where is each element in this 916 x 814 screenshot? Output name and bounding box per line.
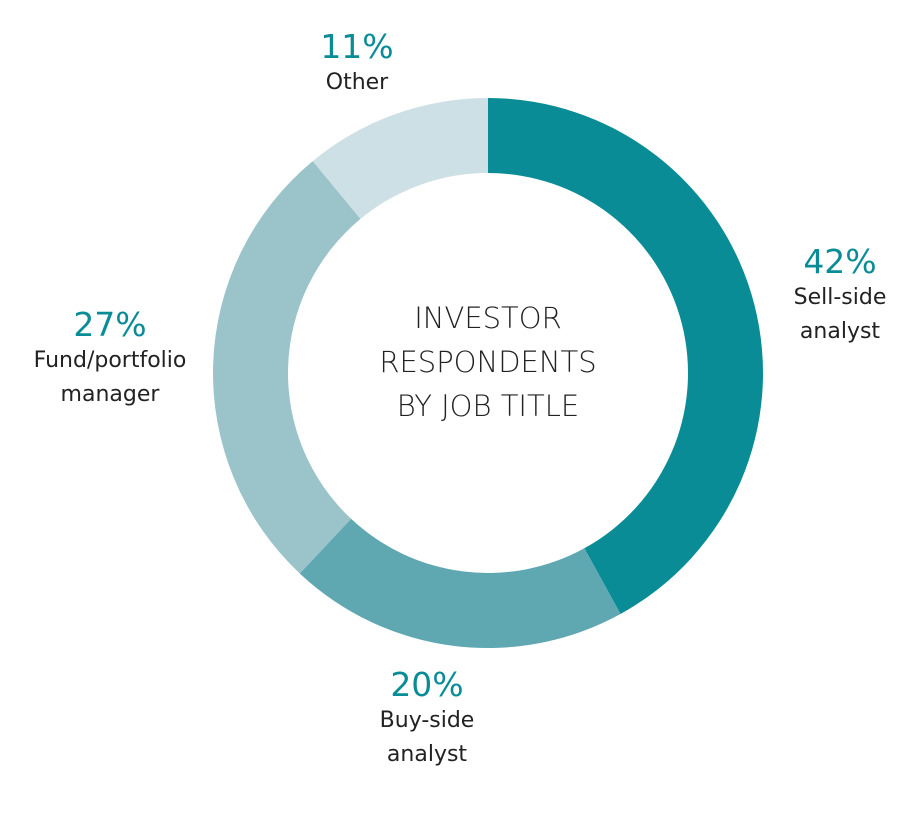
category-label: Sell-side analyst [793, 285, 887, 344]
category-label: Buy-side analyst [379, 708, 475, 767]
slice-label: 20% Buy-side analyst [367, 666, 487, 772]
donut-slice [213, 161, 361, 574]
donut-slice [488, 98, 763, 614]
chart-title: INVESTOR RESPONDENTS BY JOB TITLE [379, 301, 597, 423]
donut-slice [312, 98, 488, 219]
value-label: 20% [390, 665, 464, 704]
slice-label: 27% Fund/portfolio manager [5, 306, 215, 412]
donut-slice [299, 518, 621, 648]
value-label: 11% [320, 27, 394, 66]
value-label: 27% [73, 305, 147, 344]
category-label: Other [325, 70, 389, 95]
slice-label: 11% Other [297, 28, 417, 100]
value-label: 42% [803, 242, 877, 281]
slice-label: 42% Sell-side analyst [780, 243, 900, 349]
category-label: Fund/portfolio manager [33, 348, 187, 407]
